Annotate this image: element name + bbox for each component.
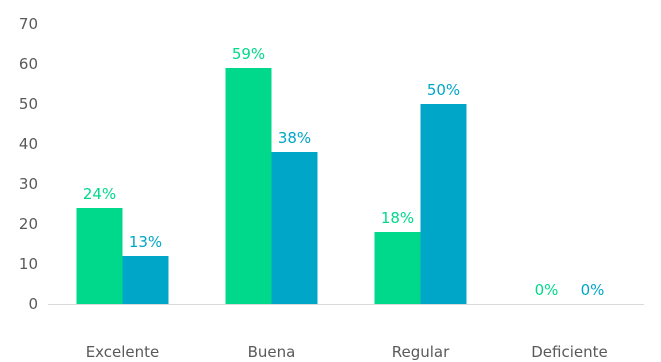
y-tick-label: 40 (19, 135, 38, 153)
y-tick-label: 0 (28, 295, 38, 313)
data-label: 0% (535, 281, 559, 299)
x-axis: Excelente Buena Regular Deficiente (48, 304, 644, 361)
bar-buena-series-1 (225, 68, 272, 304)
data-label: 50% (427, 81, 460, 99)
data-label: 24% (83, 185, 116, 203)
x-category-label: Regular (392, 343, 450, 361)
bar-excelente-series-2 (122, 256, 169, 304)
bar-excelente-series-1 (76, 208, 123, 304)
data-label: 18% (381, 209, 414, 227)
x-category-label: Deficiente (531, 343, 608, 361)
data-labels: 24% 13% 59% 38% 18% 50% 0% 0% (83, 45, 605, 299)
bar-buena-series-2 (271, 152, 318, 304)
x-category-label: Buena (248, 343, 296, 361)
data-label: 38% (278, 129, 311, 147)
y-tick-label: 10 (19, 255, 38, 273)
data-label: 59% (232, 45, 265, 63)
y-tick-label: 60 (19, 55, 38, 73)
y-tick-label: 20 (19, 215, 38, 233)
y-tick-label: 50 (19, 95, 38, 113)
y-tick-label: 30 (19, 175, 38, 193)
y-tick-label: 70 (19, 15, 38, 33)
x-category-label: Excelente (86, 343, 160, 361)
bar-regular-series-1 (374, 232, 421, 304)
y-axis: 0 10 20 30 40 50 60 70 (19, 15, 38, 313)
bars (76, 68, 467, 304)
data-label: 13% (129, 233, 162, 251)
data-label: 0% (581, 281, 605, 299)
bar-regular-series-2 (420, 104, 467, 304)
